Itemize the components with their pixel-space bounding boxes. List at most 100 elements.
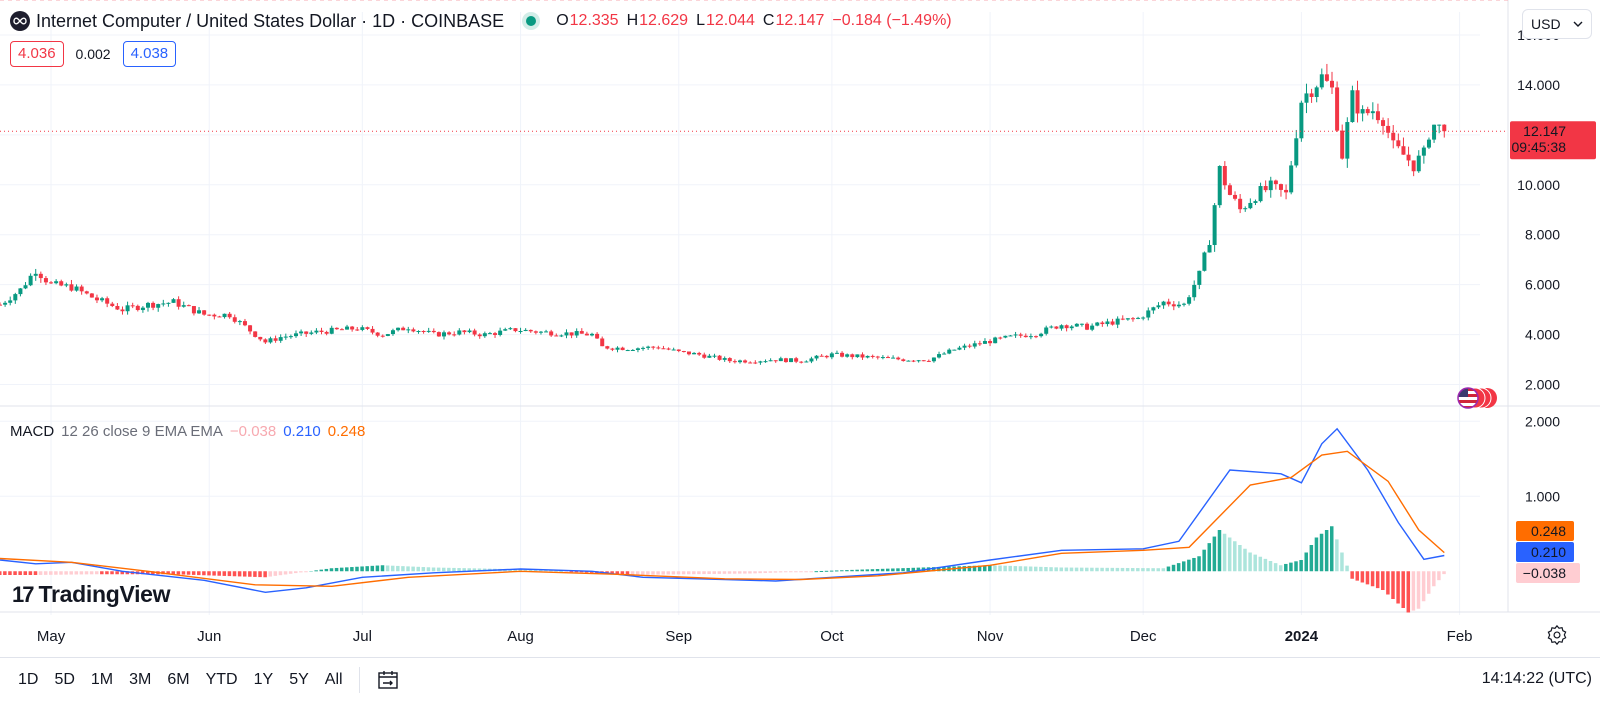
macd-signal-value: 0.248 [327, 423, 366, 440]
macd-histogram-bar [370, 565, 375, 572]
high-label: H [626, 12, 639, 29]
macd-histogram-bar [1079, 567, 1084, 572]
candle-up [1115, 318, 1120, 325]
range-button-1y[interactable]: 1Y [253, 670, 274, 688]
macd-histogram-bar [584, 571, 589, 573]
candle-down [569, 332, 574, 336]
candle-down [1120, 318, 1125, 320]
macd-histogram-bar [49, 571, 53, 575]
range-button-1d[interactable]: 1D [18, 670, 39, 688]
macd-histogram-bar [1003, 565, 1007, 572]
candle-down [584, 333, 589, 336]
symbol-title[interactable]: Internet Computer / United States Dollar… [36, 10, 505, 31]
candle-down [1166, 301, 1171, 305]
sell-price-button[interactable]: 4.036 [10, 41, 64, 67]
macd-histogram-bar [411, 566, 415, 572]
gear-icon[interactable] [1546, 624, 1568, 646]
buy-price-button[interactable]: 4.038 [122, 41, 177, 67]
candle-down [1018, 334, 1023, 336]
candle-down [717, 355, 722, 360]
range-button-ytd[interactable]: YTD [205, 670, 238, 688]
macd-histogram-bar [1166, 566, 1171, 572]
signal-tag-label: 0.248 [1531, 523, 1566, 539]
candle-down [324, 331, 329, 334]
macd-histogram-bar [288, 571, 293, 574]
candle-down [1273, 180, 1278, 185]
candle-down [1365, 109, 1370, 114]
macd-histogram-bar [646, 571, 650, 575]
range-button-1m[interactable]: 1M [90, 670, 114, 688]
macd-histogram-bar [1309, 545, 1314, 572]
candle-down [676, 349, 681, 352]
utc-clock[interactable]: 14:14:22 (UTC) [1481, 670, 1592, 687]
macd-histogram-bar [1304, 552, 1308, 572]
candle-down [870, 355, 875, 357]
candle-up [426, 330, 431, 332]
macd-histogram-bar [666, 571, 671, 575]
candle-down [794, 358, 799, 362]
macd-histogram-bar [467, 568, 472, 572]
macd-histogram-bar [1156, 568, 1160, 572]
calendar-range-icon[interactable] [376, 668, 400, 692]
candle-up [630, 349, 635, 351]
currency-select[interactable]: USD [1522, 9, 1592, 39]
macd-histogram-bar [783, 571, 788, 573]
macd-legend[interactable]: MACD 12 26 close 9 EMA EMA −0.038 0.210 … [10, 423, 365, 440]
macd-line [0, 427, 1445, 594]
candle-down [732, 361, 737, 363]
candle-down [595, 333, 600, 339]
bid-ask-panel: 4.036 0.002 4.038 [10, 41, 177, 67]
candle-down [202, 310, 207, 315]
candle-up [1360, 109, 1365, 114]
macd-histogram-bar [1008, 565, 1012, 572]
candle-down [1130, 318, 1135, 320]
macd-histogram-bar [1381, 571, 1385, 590]
macd-histogram-bar [314, 570, 318, 572]
candle-up [28, 275, 33, 286]
candle-down [697, 352, 702, 355]
candle-down [1355, 90, 1360, 114]
range-button-all[interactable]: All [324, 670, 343, 688]
candle-up [891, 357, 896, 359]
macd-histogram-bar [1023, 566, 1028, 572]
macd-histogram-bar [1401, 571, 1405, 608]
range-button-5d[interactable]: 5D [54, 670, 75, 688]
macd-histogram-bar [1340, 552, 1344, 572]
macd-histogram-bar [1233, 541, 1237, 572]
us-flag-icon[interactable] [1451, 386, 1499, 410]
macd-histogram-bar [1406, 571, 1411, 613]
macd-histogram-bar [717, 571, 722, 574]
macd-histogram-bar [94, 571, 99, 575]
macd-histogram-bar [620, 571, 625, 575]
macd-histogram-bar [1243, 548, 1247, 572]
candle-up [1202, 252, 1207, 271]
candle-up [74, 286, 79, 291]
candle-up [467, 330, 472, 333]
tradingview-logo[interactable]: 17 TradingView [12, 581, 171, 608]
candle-up [396, 327, 401, 331]
range-button-5y[interactable]: 5Y [289, 670, 309, 688]
candle-down [753, 362, 758, 364]
candle-up [314, 330, 319, 333]
candle-up [416, 331, 421, 333]
candle-up [1217, 166, 1222, 206]
candle-down [1085, 323, 1090, 330]
macd-histogram-bar [554, 570, 558, 572]
candle-down [248, 325, 253, 332]
range-button-6m[interactable]: 6M [167, 670, 190, 688]
candle-down [554, 335, 559, 337]
candle-down [79, 286, 84, 292]
symbol-header[interactable]: Internet Computer / United States Dollar… [10, 9, 952, 33]
candle-up [457, 330, 462, 335]
candle-up [140, 307, 145, 311]
candle-down [921, 360, 926, 362]
macd-histogram-bar [1426, 571, 1431, 594]
range-button-3m[interactable]: 3M [129, 670, 152, 688]
candle-up [406, 329, 411, 331]
candle-up [574, 331, 579, 336]
macd-histogram-bar [237, 571, 242, 577]
macd-histogram-bar [1059, 567, 1064, 572]
candle-down [38, 273, 43, 279]
macd-histogram-bar [732, 571, 737, 574]
